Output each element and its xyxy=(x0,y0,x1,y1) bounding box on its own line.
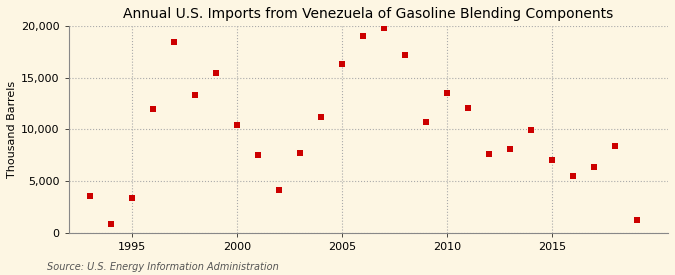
Point xyxy=(421,120,431,124)
Point xyxy=(610,144,621,148)
Point xyxy=(190,93,200,98)
Point xyxy=(147,107,158,111)
Point xyxy=(211,70,221,75)
Point xyxy=(526,128,537,133)
Point xyxy=(631,218,642,222)
Point xyxy=(105,222,116,227)
Point xyxy=(316,115,327,119)
Point xyxy=(484,152,495,156)
Point xyxy=(169,40,180,44)
Point xyxy=(295,151,306,155)
Point xyxy=(400,53,410,57)
Text: Source: U.S. Energy Information Administration: Source: U.S. Energy Information Administ… xyxy=(47,262,279,272)
Point xyxy=(126,196,137,201)
Point xyxy=(589,164,600,169)
Point xyxy=(232,123,242,128)
Point xyxy=(358,33,369,38)
Point xyxy=(568,174,579,178)
Title: Annual U.S. Imports from Venezuela of Gasoline Blending Components: Annual U.S. Imports from Venezuela of Ga… xyxy=(124,7,614,21)
Point xyxy=(273,188,284,192)
Point xyxy=(379,26,389,31)
Point xyxy=(463,106,474,110)
Y-axis label: Thousand Barrels: Thousand Barrels xyxy=(7,81,17,178)
Point xyxy=(337,62,348,67)
Point xyxy=(252,153,263,157)
Point xyxy=(505,147,516,151)
Point xyxy=(84,194,95,199)
Point xyxy=(547,158,558,163)
Point xyxy=(442,91,453,95)
